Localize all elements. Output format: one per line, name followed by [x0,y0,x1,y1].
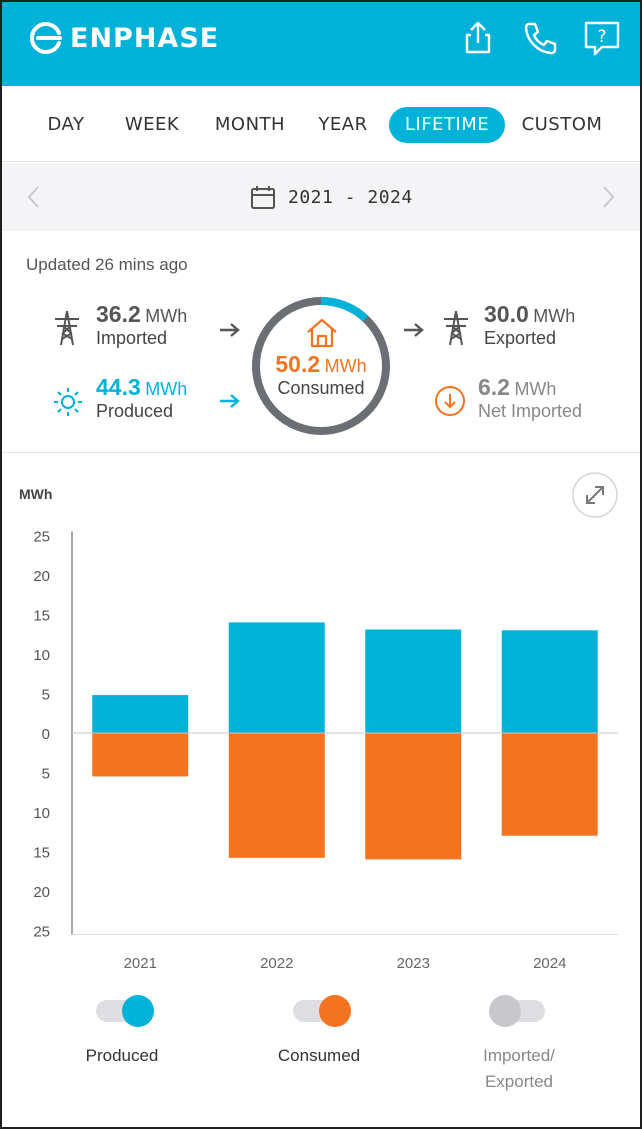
app-header: ENPHASE ? [2,2,640,86]
grid-tower-icon [55,310,79,346]
tab-year[interactable]: YEAR [318,114,368,135]
updated-status: Updated 26 mins ago [26,255,188,274]
consumed-bar [365,733,462,860]
net-imported-unit: MWh [514,379,557,399]
y-tick-label: 20 [33,884,50,901]
legend-imported-exported-label: Imported/ Exported [439,1043,599,1095]
share-icon[interactable] [458,18,498,58]
consumed-toggle-knob [319,995,351,1027]
x-tick-label: 2022 [260,955,293,972]
x-tick-label: 2021 [124,955,157,972]
exported-value: 30.0 [484,301,529,327]
imported-stat: 36.2 MWh Imported [96,301,187,349]
imported-unit: MWh [145,306,188,326]
produced-value: 44.3 [96,374,141,400]
produced-label: Produced [96,401,174,421]
grid-tower-icon [444,310,468,346]
arrow-right-icon [404,323,424,337]
produced-toggle-knob [122,995,154,1027]
tab-month[interactable]: MONTH [214,114,286,135]
enphase-logo: ENPHASE [30,22,219,54]
y-tick-label: 5 [42,766,50,783]
x-tick-label: 2023 [397,955,430,972]
tab-day[interactable]: DAY [47,114,85,135]
consumed-bar [501,733,598,836]
exported-unit: MWh [533,306,576,326]
y-tick-label: 25 [33,924,50,941]
bar-chart: 25 20 15 10 5 0 5 10 15 20 25 2021 2022 2023 2024 [33,529,618,972]
tab-custom[interactable]: CUSTOM [521,114,603,135]
produced-bar [92,695,189,733]
svg-text:?: ? [597,27,606,47]
tab-lifetime[interactable]: LIFETIME [389,107,505,143]
produced-bar [365,629,462,733]
ring-produced-arc [252,297,390,435]
net-imported-stat: 6.2 MWh Net Imported [478,374,582,422]
imported-exported-toggle[interactable] [489,995,545,1027]
sun-icon [54,388,82,416]
consumed-bar [92,733,189,777]
calendar-icon[interactable] [250,184,276,210]
imported-exported-toggle-knob [489,995,521,1027]
enphase-logo-icon [30,22,62,54]
tab-week[interactable]: WEEK [124,114,180,135]
date-range-label: 2021 - 2024 [288,187,413,208]
consumption-ring [252,297,390,435]
net-imported-value: 6.2 [478,374,510,400]
y-tick-label: 15 [33,845,50,862]
download-circle-icon [435,386,465,416]
chart-unit-label: MWh [19,486,53,502]
energy-chart-panel: MWh 25 20 15 10 5 0 5 10 15 20 25 2021 2022 2023 2024 [2,454,640,974]
arrow-right-icon [220,394,240,408]
produced-bar [228,622,325,733]
consumed-stat: 50.2 MWh Consumed [250,351,392,399]
exported-stat: 30.0 MWh Exported [484,301,575,349]
energy-summary: Updated 26 mins ago 36.2 MWh Imported [2,231,640,453]
phone-icon[interactable] [520,18,560,58]
y-tick-label: 10 [33,647,50,664]
y-tick-label: 25 [33,529,50,546]
arrow-right-icon [220,323,240,337]
produced-unit: MWh [145,379,188,399]
y-tick-label: 10 [33,805,50,822]
home-icon [307,318,337,348]
legend-imported-line: Imported/ [483,1046,555,1065]
consumed-toggle[interactable] [293,995,351,1027]
consumed-value: 50.2 [275,351,321,377]
legend-produced-label: Produced [85,1046,159,1065]
y-tick-label: 0 [42,726,50,743]
y-tick-label: 5 [42,687,50,704]
imported-label: Imported [96,328,168,348]
expand-icon[interactable] [571,471,619,519]
y-tick-label: 15 [33,608,50,625]
consumed-bar [228,733,325,858]
legend-consumed-label: Consumed [277,1046,361,1065]
brand-name: ENPHASE [70,22,220,54]
produced-toggle[interactable] [96,995,154,1027]
date-navigator: 2021 - 2024 [2,163,640,231]
help-icon[interactable]: ? [582,18,622,58]
consumed-label: Consumed [277,378,365,398]
net-imported-label: Net Imported [478,401,583,421]
imported-value: 36.2 [96,301,141,327]
chevron-left-icon[interactable] [24,183,44,211]
consumed-unit: MWh [324,356,367,376]
exported-label: Exported [484,328,557,348]
x-tick-label: 2024 [533,955,566,972]
legend-exported-line: Exported [484,1072,554,1091]
produced-stat: 44.3 MWh Produced [96,374,187,422]
period-tabs: DAY WEEK MONTH YEAR LIFETIME CUSTOM [2,86,640,162]
chevron-right-icon[interactable] [598,183,618,211]
produced-bar [501,630,598,733]
y-tick-label: 20 [33,568,50,585]
